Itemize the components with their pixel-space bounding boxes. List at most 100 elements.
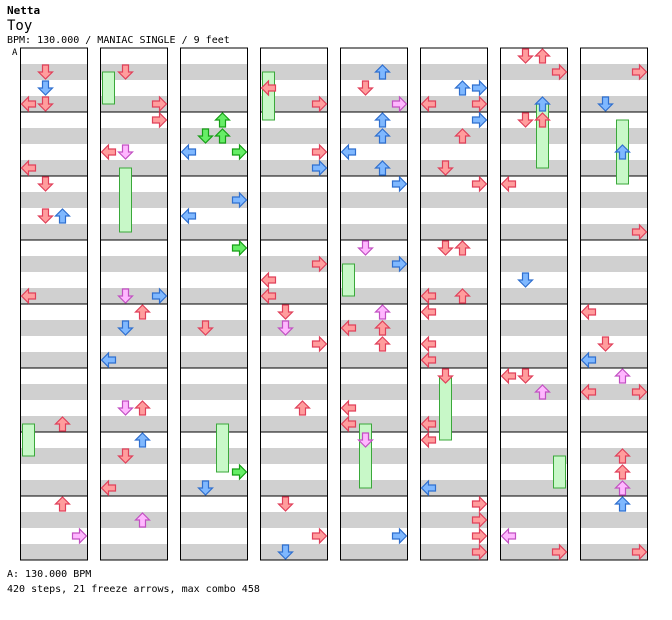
beat-band xyxy=(260,192,328,208)
beat-band xyxy=(580,320,648,336)
right-arrow-icon xyxy=(151,287,168,305)
beat-band xyxy=(20,448,88,464)
beat-band xyxy=(100,544,168,560)
left-arrow-icon xyxy=(420,351,437,369)
chart-info: BPM: 130.000 / MANIAC SINGLE / 9 feet xyxy=(7,35,230,46)
beat-band xyxy=(20,128,88,144)
up-arrow-icon xyxy=(294,400,311,416)
beat-band xyxy=(500,384,568,400)
down-arrow-icon xyxy=(37,80,54,96)
down-arrow-icon xyxy=(37,64,54,80)
beat-band xyxy=(100,96,168,112)
column-border xyxy=(580,47,648,561)
down-arrow-icon xyxy=(277,320,294,336)
beat-band xyxy=(20,544,88,560)
beat-band xyxy=(20,512,88,528)
up-arrow-icon xyxy=(134,304,151,320)
up-arrow-icon xyxy=(614,496,631,512)
beat-band xyxy=(340,416,408,432)
beat-band xyxy=(180,64,248,80)
song-title: Toy xyxy=(7,18,33,34)
left-arrow-icon xyxy=(420,415,437,433)
beat-band xyxy=(420,128,488,144)
beat-band xyxy=(100,64,168,80)
down-arrow-icon xyxy=(117,400,134,416)
beat-band xyxy=(260,512,328,528)
beat-band xyxy=(500,480,568,496)
beat-band xyxy=(20,64,88,80)
up-arrow-icon xyxy=(374,304,391,320)
right-arrow-icon xyxy=(231,191,248,209)
beat-band xyxy=(500,320,568,336)
beat-band xyxy=(340,64,408,80)
beat-band xyxy=(180,256,248,272)
right-arrow-icon xyxy=(391,175,408,193)
left-arrow-icon xyxy=(20,287,37,305)
right-arrow-icon xyxy=(151,111,168,129)
step-stats: 420 steps, 21 freeze arrows, max combo 4… xyxy=(7,584,260,595)
beat-band xyxy=(580,224,648,240)
beat-band xyxy=(500,544,568,560)
left-arrow-icon xyxy=(500,527,517,545)
beat-band xyxy=(180,224,248,240)
beat-band xyxy=(340,224,408,240)
up-arrow-icon xyxy=(454,240,471,256)
beat-band xyxy=(420,448,488,464)
down-arrow-icon xyxy=(357,432,374,448)
beat-band xyxy=(500,256,568,272)
up-arrow-icon xyxy=(374,160,391,176)
up-arrow-icon xyxy=(534,48,551,64)
beat-band xyxy=(180,128,248,144)
beat-band xyxy=(500,448,568,464)
freeze-arrow-body xyxy=(553,455,566,489)
down-arrow-icon xyxy=(437,160,454,176)
right-arrow-icon xyxy=(471,111,488,129)
beat-band xyxy=(260,416,328,432)
up-arrow-icon xyxy=(614,144,631,160)
beat-band xyxy=(180,416,248,432)
chart-column xyxy=(100,47,168,561)
beat-band xyxy=(340,160,408,176)
left-arrow-icon xyxy=(340,143,357,161)
right-arrow-icon xyxy=(311,95,328,113)
beat-band xyxy=(260,448,328,464)
down-arrow-icon xyxy=(197,128,214,144)
beat-band xyxy=(100,160,168,176)
bpm-summary: A: 130.000 BPM xyxy=(7,569,92,580)
beat-band xyxy=(20,480,88,496)
right-arrow-icon xyxy=(551,543,568,561)
beat-band xyxy=(340,192,408,208)
up-arrow-icon xyxy=(534,96,551,112)
right-arrow-icon xyxy=(631,223,648,241)
up-arrow-icon xyxy=(214,128,231,144)
beat-band xyxy=(180,160,248,176)
beat-band xyxy=(580,96,648,112)
right-arrow-icon xyxy=(311,255,328,273)
up-arrow-icon xyxy=(614,480,631,496)
beat-band xyxy=(340,480,408,496)
beat-band xyxy=(580,448,648,464)
beat-band xyxy=(340,320,408,336)
right-arrow-icon xyxy=(631,383,648,401)
artist-name: Netta xyxy=(7,4,41,17)
beat-band xyxy=(580,288,648,304)
left-arrow-icon xyxy=(100,351,117,369)
beat-band xyxy=(180,352,248,368)
up-arrow-icon xyxy=(134,432,151,448)
right-arrow-icon xyxy=(631,543,648,561)
beat-band xyxy=(500,160,568,176)
beat-band xyxy=(420,512,488,528)
beat-band xyxy=(340,256,408,272)
column-border xyxy=(20,47,88,561)
down-arrow-icon xyxy=(517,272,534,288)
beat-band xyxy=(500,416,568,432)
right-arrow-icon xyxy=(311,159,328,177)
beat-band xyxy=(20,288,88,304)
beat-band xyxy=(580,160,648,176)
up-arrow-icon xyxy=(374,336,391,352)
freeze-arrow-body xyxy=(262,71,275,121)
beat-band xyxy=(340,512,408,528)
down-arrow-icon xyxy=(437,368,454,384)
beat-band xyxy=(580,384,648,400)
beat-band xyxy=(180,288,248,304)
